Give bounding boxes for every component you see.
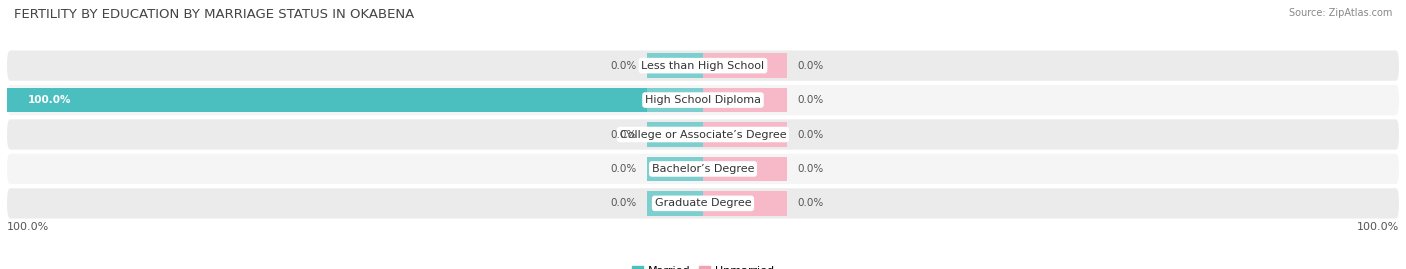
FancyBboxPatch shape [7, 85, 1399, 115]
Bar [703, 53, 786, 78]
Text: 0.0%: 0.0% [797, 129, 823, 140]
Bar [647, 88, 703, 112]
Text: Less than High School: Less than High School [641, 61, 765, 71]
Text: 0.0%: 0.0% [610, 61, 637, 71]
Bar [647, 122, 703, 147]
Bar [703, 157, 786, 181]
Bar [703, 191, 786, 216]
Text: 0.0%: 0.0% [797, 61, 823, 71]
Text: Bachelor’s Degree: Bachelor’s Degree [652, 164, 754, 174]
Text: Graduate Degree: Graduate Degree [655, 198, 751, 208]
Text: 0.0%: 0.0% [797, 198, 823, 208]
Text: 0.0%: 0.0% [797, 164, 823, 174]
Text: 0.0%: 0.0% [610, 164, 637, 174]
Text: 0.0%: 0.0% [797, 95, 823, 105]
Text: 0.0%: 0.0% [610, 198, 637, 208]
Bar [703, 122, 786, 147]
Text: High School Diploma: High School Diploma [645, 95, 761, 105]
FancyBboxPatch shape [7, 51, 1399, 81]
Bar [703, 88, 786, 112]
Bar [7, 88, 703, 112]
Bar [647, 191, 703, 216]
Text: College or Associate’s Degree: College or Associate’s Degree [620, 129, 786, 140]
Text: 0.0%: 0.0% [610, 129, 637, 140]
FancyBboxPatch shape [7, 119, 1399, 150]
FancyBboxPatch shape [7, 154, 1399, 184]
Bar [647, 53, 703, 78]
Bar [647, 157, 703, 181]
Text: 100.0%: 100.0% [7, 222, 49, 232]
Text: Source: ZipAtlas.com: Source: ZipAtlas.com [1288, 8, 1392, 18]
FancyBboxPatch shape [7, 188, 1399, 218]
Text: FERTILITY BY EDUCATION BY MARRIAGE STATUS IN OKABENA: FERTILITY BY EDUCATION BY MARRIAGE STATU… [14, 8, 415, 21]
Text: 100.0%: 100.0% [1357, 222, 1399, 232]
Legend: Married, Unmarried: Married, Unmarried [627, 261, 779, 269]
Text: 100.0%: 100.0% [28, 95, 72, 105]
